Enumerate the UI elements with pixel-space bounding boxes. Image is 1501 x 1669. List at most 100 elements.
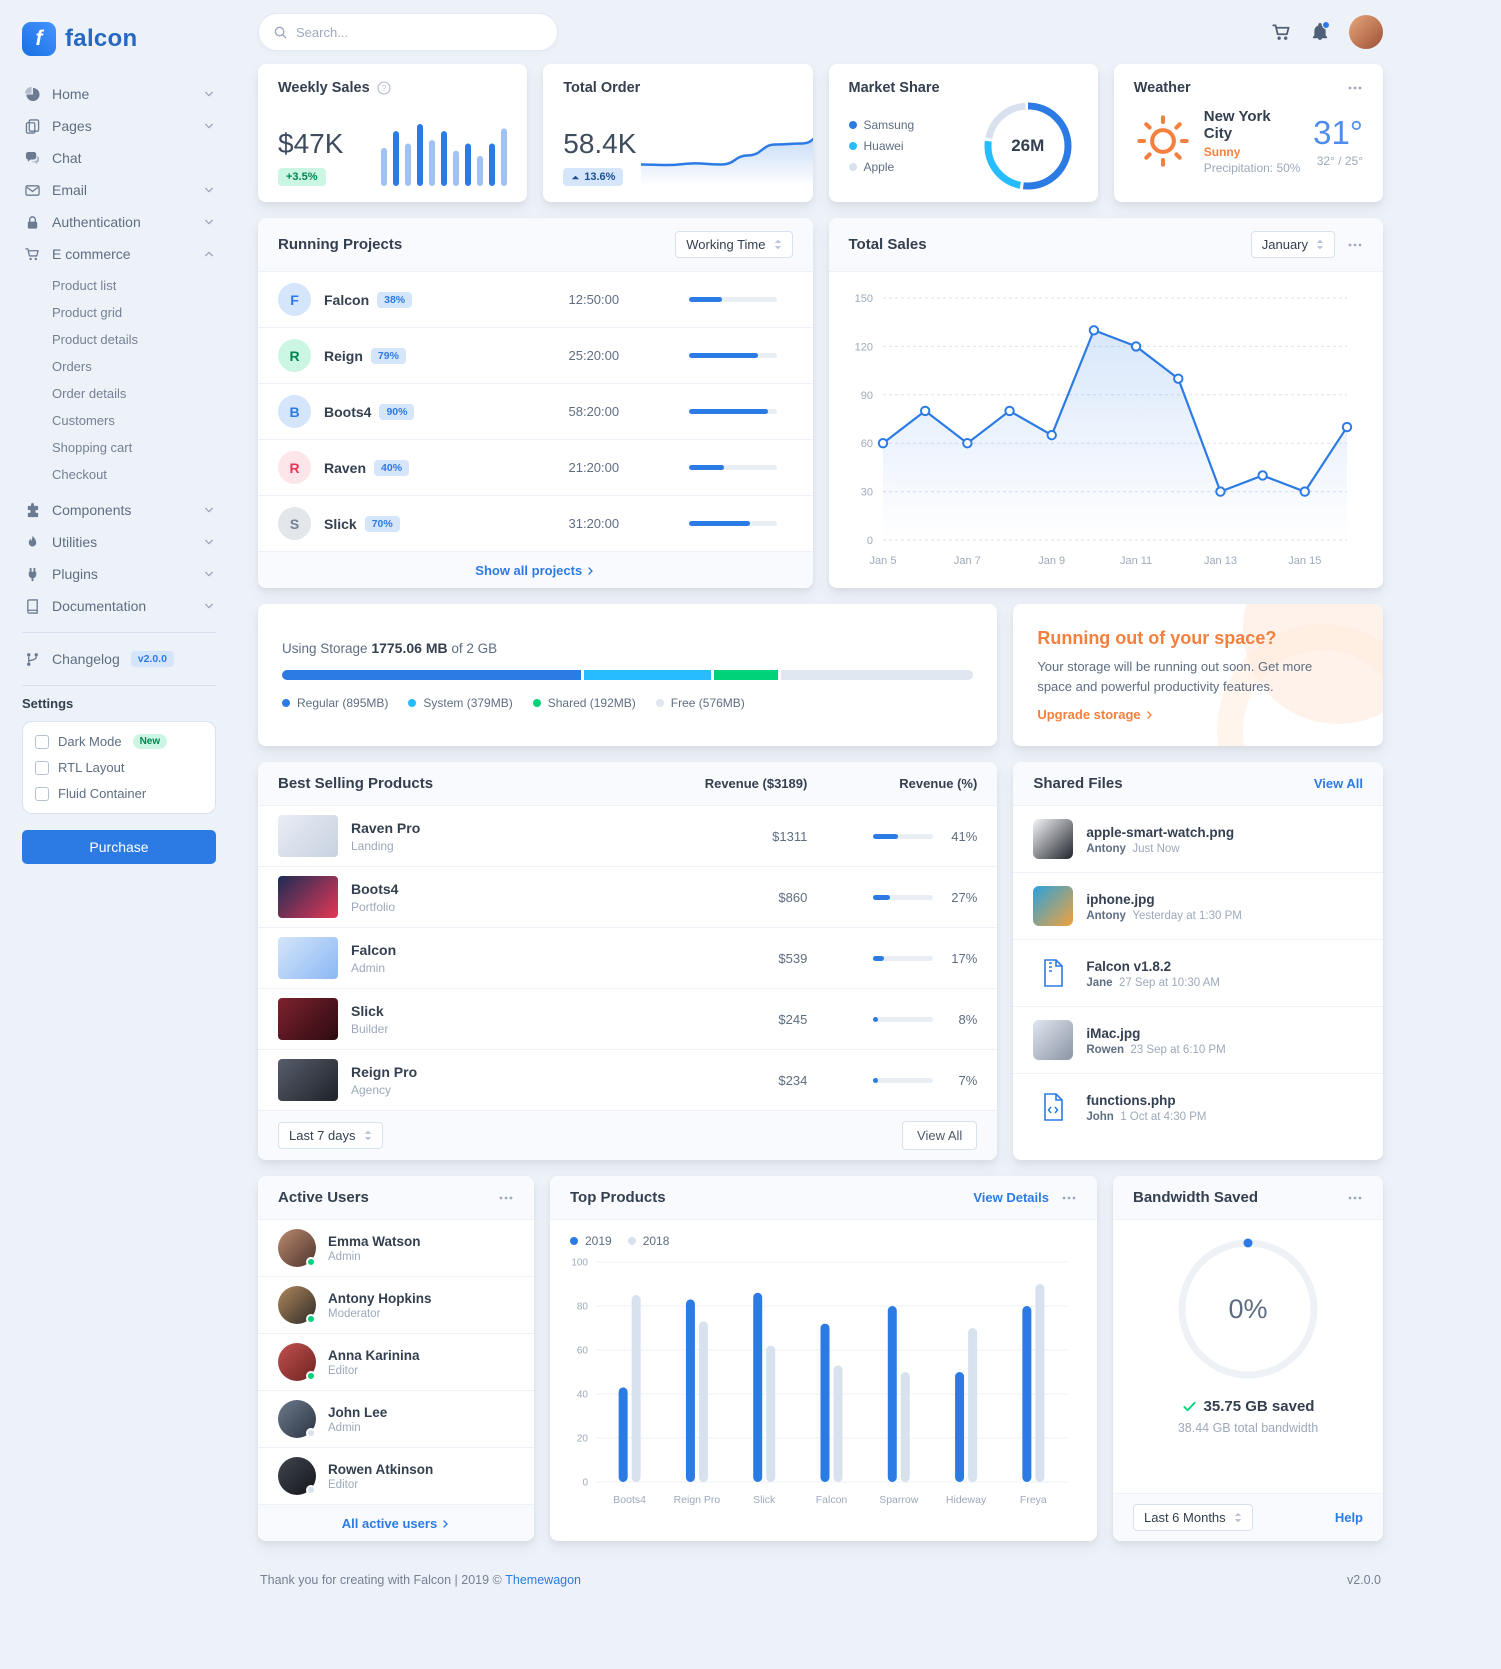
file-name-link[interactable]: iphone.jpg [1086,891,1155,907]
product-name[interactable]: Slick [351,1002,384,1019]
product-revenue: $234 [778,1072,808,1088]
product-revenue: $1311 [772,828,808,844]
active-users-card: Active Users Emma Watson Admin Antony Hopk… [258,1176,534,1541]
product-row: Slick Builder $245 8% [258,988,998,1049]
sidebar-subitem-order-details[interactable]: Order details [52,386,127,401]
user-name-link[interactable]: Antony Hopkins [328,1291,432,1306]
search-input[interactable] [296,24,543,40]
project-name-link[interactable]: Raven [324,459,367,476]
top-products-menu-icon[interactable] [1061,1190,1077,1206]
shared-files-view-all-link[interactable]: View All [1313,776,1363,791]
product-name[interactable]: Raven Pro [351,819,421,836]
product-name[interactable]: Boots4 [351,880,399,897]
svg-text:100: 100 [571,1258,588,1269]
view-all-button[interactable]: View All [902,1121,978,1150]
period-select[interactable]: Last 7 days [278,1122,383,1149]
sort-icon [774,238,782,251]
brand-logo[interactable]: f falcon [22,14,216,64]
total-sales-menu-icon[interactable] [1347,237,1363,253]
user-name-link[interactable]: Emma Watson [328,1234,421,1249]
bandwidth-menu-icon[interactable] [1347,1190,1363,1206]
help-circle-icon[interactable]: ? [377,81,391,95]
file-name-link[interactable]: functions.php [1086,1092,1176,1108]
user-avatar [278,1229,316,1267]
weather-menu-icon[interactable] [1347,80,1363,96]
user-name-link[interactable]: Rowen Atkinson [328,1462,434,1477]
file-name-link[interactable]: apple-smart-watch.png [1086,824,1235,840]
product-percent: 41% [951,828,978,844]
sidebar-subitem-product-grid[interactable]: Product grid [52,305,123,320]
help-link[interactable]: Help [1334,1510,1363,1525]
lock-icon [24,215,41,230]
storage-prefix: Using Storage [282,641,368,656]
project-name-link[interactable]: Reign [324,347,363,364]
upgrade-storage-link[interactable]: Upgrade storage [1037,707,1153,722]
sidebar-item-authentication[interactable]: Authentication [22,206,216,238]
search-box[interactable] [258,13,558,51]
sidebar-item-components[interactable]: Components [22,494,216,526]
active-users-menu-icon[interactable] [498,1190,514,1206]
user-name-link[interactable]: John Lee [328,1405,388,1420]
checkbox-fluid-container[interactable] [35,786,49,801]
setting-option-rtl-layout[interactable]: RTL Layout [35,760,203,775]
project-progress-bar [688,297,777,302]
market-share-legend: Samsung Huawei Apple [848,118,914,174]
sidebar-item-e-commerce[interactable]: E commerce [22,238,216,270]
sidebar-item-plugins[interactable]: Plugins [22,558,216,590]
sidebar-subitem-checkout[interactable]: Checkout [52,467,107,482]
file-row: iphone.jpg Antony Yesterday at 1:30 PM [1013,872,1383,939]
project-name-link[interactable]: Slick [324,515,357,532]
months-select[interactable]: Last 6 Months [1133,1504,1253,1531]
space-warning-body: Your storage will be running out soon. G… [1037,659,1313,694]
sidebar-item-email[interactable]: Email [22,174,216,206]
user-avatar [278,1400,316,1438]
file-name-link[interactable]: Falcon v1.8.2 [1086,958,1172,974]
view-details-link[interactable]: View Details [973,1190,1049,1205]
cart-button[interactable] [1272,23,1291,42]
revenue-column-header: Revenue ($3189) [704,776,808,791]
product-revenue-bar [873,894,934,900]
show-all-projects-link[interactable]: Show all projects [475,563,595,578]
file-thumbnail [1033,819,1074,859]
sidebar-subitem-customers[interactable]: Customers [52,413,115,428]
sidebar-item-utilities[interactable]: Utilities [22,526,216,558]
product-name[interactable]: Falcon [351,941,397,958]
sidebar-item-home[interactable]: Home [22,78,216,110]
storage-legend-item: Shared (192MB) [532,696,636,710]
checkbox-dark-mode[interactable] [35,734,49,749]
sidebar-item-label: Plugins [52,566,98,582]
sidebar-item-chat[interactable]: Chat [22,142,216,174]
project-name-link[interactable]: Falcon [324,291,370,308]
product-name[interactable]: Reign Pro [351,1063,418,1080]
user-name-link[interactable]: Anna Karinina [328,1348,420,1363]
user-avatar[interactable] [1349,15,1383,49]
status-dot [306,1428,316,1438]
cart-icon [1272,23,1291,42]
setting-option-fluid-container[interactable]: Fluid Container [35,786,203,801]
file-time: 23 Sep at 6:10 PM [1130,1043,1226,1056]
bandwidth-ring: 0% [1173,1234,1323,1384]
checkbox-rtl-layout[interactable] [35,760,49,775]
all-active-users-link[interactable]: All active users [342,1516,450,1531]
sidebar-subitem-product-list[interactable]: Product list [52,278,117,293]
total-sales-title: Total Sales [848,236,927,253]
setting-option-dark-mode[interactable]: Dark Mode New [35,734,203,749]
sidebar-item-pages[interactable]: Pages [22,110,216,142]
storage-progress-bar [282,670,974,680]
chart-pie-icon [24,86,41,102]
sidebar-subitem-orders[interactable]: Orders [52,359,92,374]
notifications-button[interactable] [1311,21,1330,41]
purchase-button[interactable]: Purchase [22,830,216,864]
working-time-select[interactable]: Working Time [675,231,793,258]
project-avatar: R [278,339,311,372]
month-select[interactable]: January [1250,231,1335,258]
sidebar-subitem-product-details[interactable]: Product details [52,332,138,347]
topbar-icons [1272,15,1383,49]
sidebar-item-documentation[interactable]: Documentation [22,590,216,622]
project-name-link[interactable]: Boots4 [324,403,372,420]
sidebar-item-changelog[interactable]: Changelog v2.0.0 [22,643,216,675]
file-name-link[interactable]: iMac.jpg [1086,1025,1141,1041]
sidebar-subitem-shopping-cart[interactable]: Shopping cart [52,440,133,455]
themewagon-link[interactable]: Themewagon [505,1573,582,1587]
svg-text:80: 80 [577,1302,589,1313]
